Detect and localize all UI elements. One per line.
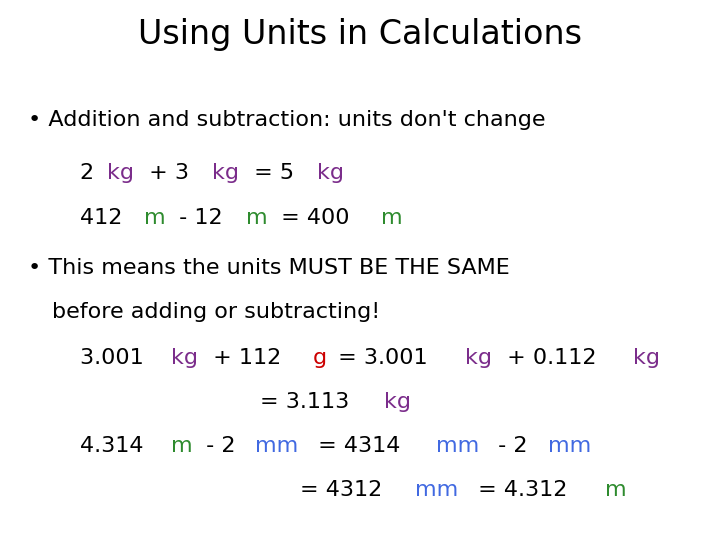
Text: kg: kg [384,392,411,412]
Text: 3.001: 3.001 [80,348,151,368]
Text: m: m [171,436,193,456]
Text: • This means the units MUST BE THE SAME: • This means the units MUST BE THE SAME [28,258,510,278]
Text: mm: mm [548,436,591,456]
Text: = 4312: = 4312 [300,480,390,500]
Text: • Addition and subtraction: units don't change: • Addition and subtraction: units don't … [28,110,546,130]
Text: 2: 2 [80,163,102,183]
Text: + 0.112: + 0.112 [500,348,603,368]
Text: 412: 412 [80,208,130,228]
Text: - 2: - 2 [492,436,535,456]
Text: kg: kg [317,163,344,183]
Text: mm: mm [256,436,299,456]
Text: + 3: + 3 [143,163,197,183]
Text: g: g [312,348,327,368]
Text: = 400: = 400 [274,208,357,228]
Text: kg: kg [107,163,135,183]
Text: mm: mm [436,436,479,456]
Text: kg: kg [212,163,239,183]
Text: mm: mm [415,480,459,500]
Text: kg: kg [171,348,199,368]
Text: = 3.001: = 3.001 [330,348,435,368]
Text: kg: kg [633,348,660,368]
Text: before adding or subtracting!: before adding or subtracting! [52,302,380,322]
Text: = 5: = 5 [247,163,301,183]
Text: m: m [605,480,626,500]
Text: m: m [246,208,268,228]
Text: kg: kg [464,348,492,368]
Text: + 112: + 112 [207,348,289,368]
Text: m: m [381,208,402,228]
Text: = 3.113: = 3.113 [260,392,356,412]
Text: m: m [144,208,166,228]
Text: - 12: - 12 [172,208,230,228]
Text: = 4.312: = 4.312 [471,480,575,500]
Text: Using Units in Calculations: Using Units in Calculations [138,18,582,51]
Text: 4.314: 4.314 [80,436,150,456]
Text: - 2: - 2 [199,436,243,456]
Text: = 4314: = 4314 [311,436,408,456]
